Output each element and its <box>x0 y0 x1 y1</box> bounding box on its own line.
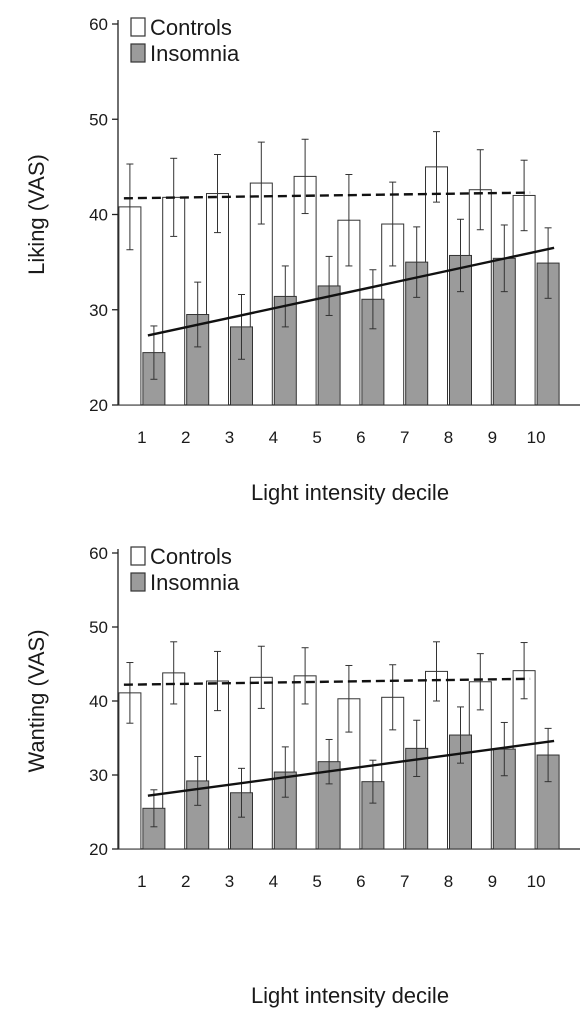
legend-swatch-insomnia <box>130 572 146 592</box>
x-tick-label: 3 <box>225 428 234 447</box>
x-tick-label: 5 <box>312 872 321 891</box>
x-tick-label: 4 <box>269 428 278 447</box>
x-tick-label: 9 <box>488 428 497 447</box>
x-tick-label: 7 <box>400 872 409 891</box>
y-tick-label: 20 <box>89 840 108 859</box>
y-tick-label: 30 <box>89 766 108 785</box>
y-tick-label: 20 <box>89 396 108 415</box>
x-tick-label: 3 <box>225 872 234 891</box>
x-tick-label: 1 <box>137 428 146 447</box>
x-axis-title: Light intensity decile <box>251 983 449 1008</box>
x-tick-label: 2 <box>181 872 190 891</box>
y-tick-label: 40 <box>89 692 108 711</box>
x-tick-label: 6 <box>356 872 365 891</box>
trend-line-controls <box>123 677 531 686</box>
trend-line-insomnia <box>147 246 555 337</box>
trend-line-controls <box>123 191 531 200</box>
y-tick-label: 50 <box>89 618 108 637</box>
x-tick-label: 4 <box>269 872 278 891</box>
y-axis-title: Wanting (VAS) <box>24 629 49 772</box>
x-tick-label: 10 <box>527 428 546 447</box>
y-tick-label: 50 <box>89 110 108 129</box>
legend-swatch-insomnia <box>130 43 146 63</box>
x-tick-label: 2 <box>181 428 190 447</box>
x-tick-label: 10 <box>527 872 546 891</box>
y-axis-title: Liking (VAS) <box>24 154 49 275</box>
x-tick-label: 8 <box>444 428 453 447</box>
chart-panel-2: 20 30 40 50 60 1 2 3 4 5 6 7 8 9 10 Light intensity dec… <box>24 544 580 1008</box>
y-tick-label: 60 <box>89 544 108 563</box>
trend-line-insomnia <box>147 739 555 797</box>
x-tick-label: 9 <box>488 872 497 891</box>
chart-panel-1: 20 30 40 50 60 1 2 3 4 5 6 7 8 9 10 Light intensity dec… <box>24 15 580 505</box>
legend-label-controls: Controls <box>150 15 232 40</box>
x-tick-label: 8 <box>444 872 453 891</box>
x-tick-label: 6 <box>356 428 365 447</box>
y-tick-label: 60 <box>89 15 108 34</box>
y-tick-label: 40 <box>89 206 108 225</box>
legend-label-controls: Controls <box>150 544 232 569</box>
legend-swatch-controls <box>130 17 146 37</box>
legend-label-insomnia: Insomnia <box>150 570 240 595</box>
x-tick-label: 7 <box>400 428 409 447</box>
legend-swatch-controls <box>130 546 146 566</box>
x-tick-label: 1 <box>137 872 146 891</box>
x-tick-label: 5 <box>312 428 321 447</box>
x-axis-title: Light intensity decile <box>251 480 449 505</box>
y-tick-label: 30 <box>89 301 108 320</box>
legend-label-insomnia: Insomnia <box>150 41 240 66</box>
